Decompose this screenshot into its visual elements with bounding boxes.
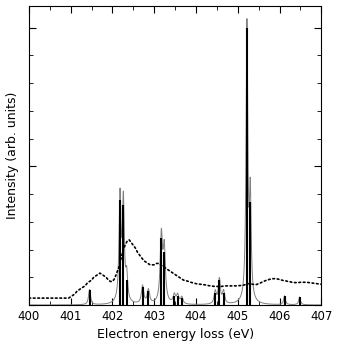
X-axis label: Electron energy loss (eV): Electron energy loss (eV) [97,329,254,341]
Y-axis label: Intensity (arb. units): Intensity (arb. units) [5,92,19,219]
